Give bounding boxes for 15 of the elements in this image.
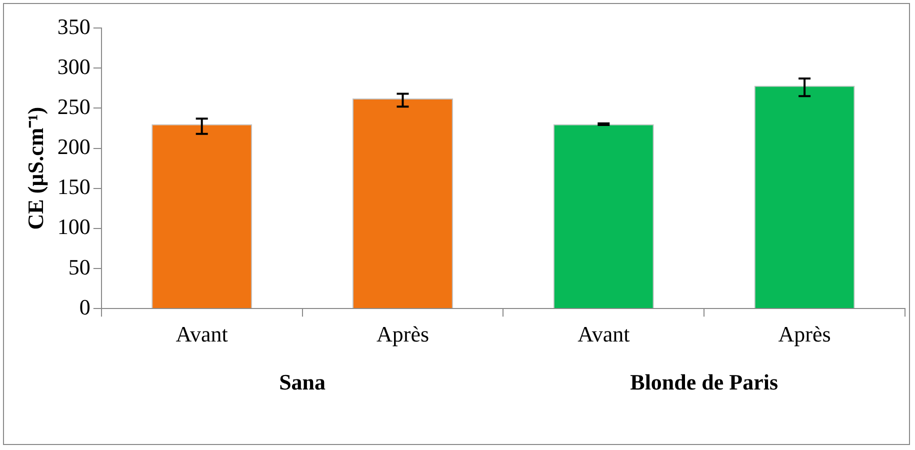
- text: Blonde de Paris: [630, 369, 778, 394]
- y-axis-title: CE (µS.cm⁻¹): [22, 106, 48, 230]
- y-tick-label: 150: [57, 174, 90, 200]
- x-tick-label: Après: [376, 322, 430, 347]
- y-tick-label: 300: [57, 54, 90, 79]
- y-tick-label: 0: [79, 294, 90, 320]
- y-tick-label: 350: [57, 14, 90, 39]
- text: Sana: [279, 369, 326, 394]
- y-tick-label: 100: [57, 214, 90, 240]
- x-tick-label: Avant: [176, 322, 228, 347]
- x-tick-label: Après: [778, 322, 831, 347]
- y-tick-label: 50: [68, 254, 90, 280]
- y-tick-label: 250: [57, 94, 90, 119]
- y-tick-label: 200: [57, 134, 90, 160]
- x-tick-label: Avant: [578, 322, 630, 347]
